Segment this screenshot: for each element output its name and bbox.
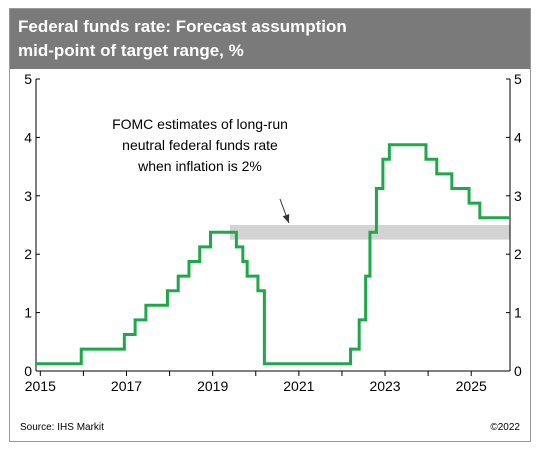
y-tick-label-left: 1 — [24, 305, 32, 321]
annotation-text: when inflation is 2% — [137, 158, 262, 174]
plot-area: 0 0 1 1 2 2 3 3 4 4 5 5 2015 2017 2019 2021 2023 2025 FOM… — [24, 71, 522, 394]
x-tick-label: 2015 — [25, 378, 56, 394]
series-layer — [36, 143, 510, 366]
chart-title: Federal funds rate: Forecast assumption — [18, 17, 347, 36]
copyright-note: ©2022 — [490, 422, 520, 433]
y-tick-label-right: 2 — [514, 246, 522, 262]
source-note: Source: IHS Markit — [20, 422, 104, 433]
chart-subtitle: mid-point of target range, % — [18, 41, 244, 60]
annotation-arrow-head — [282, 214, 290, 223]
x-tick-label: 2017 — [111, 378, 142, 394]
y-tick-label-left: 0 — [24, 363, 32, 379]
chart-frame: Federal funds rate: Forecast assumption … — [9, 8, 531, 442]
y-tick-label-left: 3 — [24, 188, 32, 204]
annotation-text: FOMC estimates of long-run — [112, 116, 288, 132]
x-tick-label: 2023 — [369, 378, 400, 394]
y-tick-label-right: 4 — [514, 129, 522, 145]
y-tick-label-right: 0 — [514, 363, 522, 379]
x-tick-label: 2021 — [283, 378, 314, 394]
x-tick-label: 2025 — [456, 378, 487, 394]
annotation-text: neutral federal funds rate — [122, 137, 278, 153]
x-tick-label: 2019 — [197, 378, 228, 394]
series-line — [36, 143, 510, 366]
y-tick-label-left: 5 — [24, 71, 32, 87]
annotation: FOMC estimates of long-run neutral federa… — [112, 116, 290, 224]
y-tick-label-right: 3 — [514, 188, 522, 204]
axes: 0 0 1 1 2 2 3 3 4 4 5 5 2015 2017 2019 2021 2023 2025 — [24, 71, 522, 394]
y-tick-label-right: 1 — [514, 305, 522, 321]
y-tick-label-right: 5 — [514, 71, 522, 87]
y-tick-label-left: 4 — [24, 129, 32, 145]
title-bar: Federal funds rate: Forecast assumption … — [10, 9, 530, 69]
y-tick-label-left: 2 — [24, 246, 32, 262]
